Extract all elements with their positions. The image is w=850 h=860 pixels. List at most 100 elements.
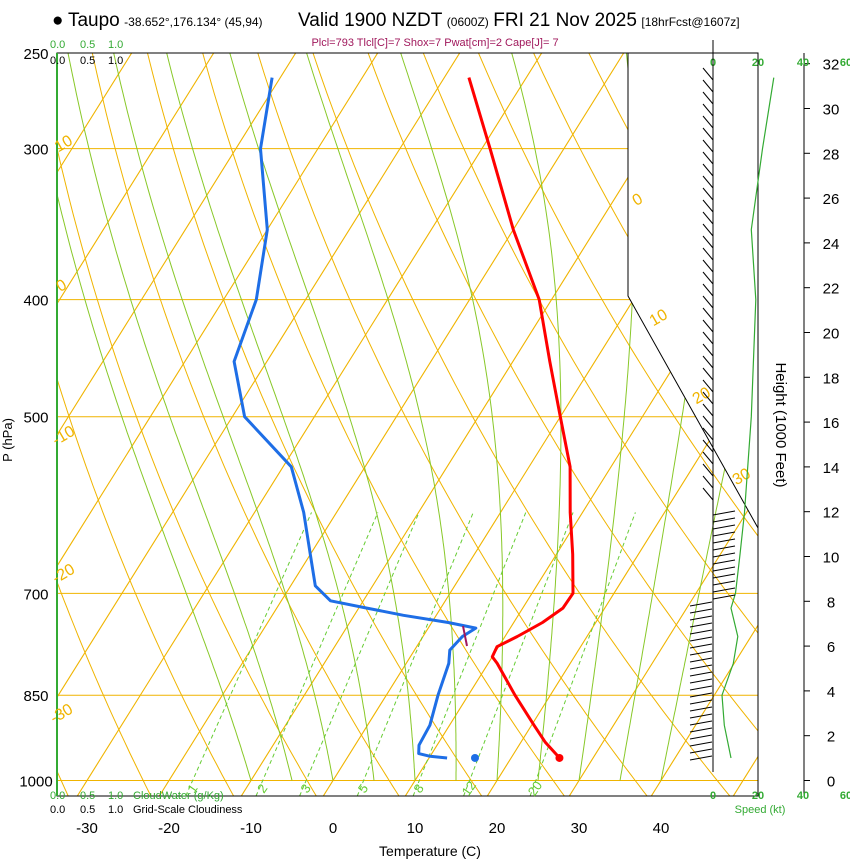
cloud-water-tick-label: 1.0	[108, 790, 123, 802]
wind-barb	[689, 678, 713, 684]
wind-barb	[689, 727, 713, 733]
dry-adiabat-line	[202, 53, 565, 796]
wind-barb	[702, 235, 714, 249]
wind-barb	[702, 151, 714, 165]
moist-adiabat-line	[67, 53, 293, 781]
cloud-water-tick-label: 0.0	[50, 39, 65, 51]
pressure-tick-label: 700	[23, 586, 48, 603]
isotherm-label: 10	[52, 132, 76, 156]
wind-barb	[702, 79, 714, 93]
wind-barb	[712, 545, 736, 551]
isotherm-line	[650, 53, 758, 796]
wind-barb	[689, 629, 713, 635]
wind-barb	[689, 657, 713, 663]
moist-adiabat-line	[57, 83, 252, 781]
isotherm-label: -10	[49, 423, 78, 449]
speed-axis-label: Speed (kt)	[735, 804, 786, 816]
cloudiness-tick-label: 1.0	[108, 804, 123, 816]
wind-barb	[689, 622, 713, 628]
wind-barb	[702, 331, 714, 345]
x-tick-label: -10	[240, 820, 262, 837]
speed-tick-label: 60	[840, 57, 850, 69]
wind-barb	[689, 734, 713, 740]
cloud-water-tick-label: 0.5	[80, 790, 95, 802]
wind-barb	[702, 415, 714, 429]
mixing-ratio-label: 5	[355, 781, 371, 796]
cloudiness-tick-label: 0.5	[80, 55, 95, 67]
wind-barb	[702, 427, 714, 441]
height-tick-label: 12	[823, 505, 840, 522]
isotherm-label: -20	[49, 561, 78, 587]
height-tick-label: 2	[827, 729, 835, 746]
dry-adiabat-line	[257, 53, 648, 796]
y-axis-label: P (hPa)	[0, 418, 15, 462]
wind-barb	[712, 531, 736, 537]
moist-adiabat-line	[306, 53, 457, 781]
x-tick-label: 10	[407, 820, 424, 837]
wind-barb	[689, 713, 713, 719]
isotherm-line	[404, 53, 758, 796]
isotherm-label: 0	[630, 190, 646, 209]
wind-barb	[689, 636, 713, 642]
speed-tick-label: 20	[752, 790, 764, 802]
wind-barb	[702, 271, 714, 285]
x-axis-label: Temperature (C)	[379, 843, 481, 859]
wind-barb	[702, 403, 714, 417]
wind-barb	[712, 510, 736, 516]
isotherm-line	[57, 53, 297, 796]
speed-tick-label: 40	[797, 57, 809, 69]
location-name: Taupo	[67, 10, 120, 31]
dry-adiabat-line	[312, 53, 731, 796]
wind-barb	[702, 367, 714, 381]
wind-barb	[702, 475, 714, 489]
wind-barb	[689, 601, 713, 607]
wind-barb	[689, 608, 713, 614]
wind-barb	[712, 538, 736, 544]
height-tick-label: 18	[823, 370, 840, 387]
isotherm-line	[322, 53, 758, 796]
x-tick-label: 30	[571, 820, 588, 837]
wind-barb	[702, 211, 714, 225]
pressure-tick-label: 300	[23, 142, 48, 159]
wind-barb	[702, 487, 714, 501]
wind-barb	[702, 391, 714, 405]
wind-barb	[702, 343, 714, 357]
forecast-info: [18hrFcst@1607z]	[641, 15, 740, 29]
dry-adiabat-line	[478, 53, 758, 796]
surface-temperature-marker	[555, 753, 564, 762]
dry-adiabat-line	[57, 53, 317, 796]
wind-barb	[712, 566, 736, 572]
x-tick-label: 40	[653, 820, 670, 837]
height-tick-label: 28	[823, 146, 840, 163]
mixing-ratio-line	[255, 512, 379, 796]
moist-adiabat-line	[660, 53, 758, 781]
x-tick-label: 0	[329, 820, 337, 837]
wind-barb	[712, 552, 736, 558]
moist-adiabat-line	[113, 53, 334, 781]
wind-barb	[689, 692, 713, 698]
mixing-ratio-line	[356, 512, 474, 796]
wind-barb	[702, 175, 714, 189]
wind-barb	[689, 720, 713, 726]
pressure-tick-label: 850	[23, 688, 48, 705]
wind-barb	[702, 127, 714, 141]
moist-adiabat-line	[229, 53, 416, 781]
cloudiness-tick-label: 0.0	[50, 804, 65, 816]
mixing-ratio-line	[463, 512, 574, 796]
wind-barb	[689, 748, 713, 754]
cloudiness-tick-label: 1.0	[108, 55, 123, 67]
wind-barb	[702, 307, 714, 321]
pressure-tick-label: 250	[23, 46, 48, 63]
mixing-ratio-line	[185, 512, 312, 796]
height-tick-label: 22	[823, 281, 840, 298]
dry-adiabat-line	[57, 53, 152, 796]
wind-barb	[702, 355, 714, 369]
wind-barb	[702, 115, 714, 129]
wind-speed-line	[721, 77, 775, 759]
isotherm-line	[158, 53, 625, 796]
isotherm-label: 30	[730, 465, 754, 489]
mixing-ratio-label: 3	[297, 781, 313, 796]
isotherm-label: 10	[647, 306, 671, 330]
mixing-ratio-label: 2	[254, 781, 270, 796]
